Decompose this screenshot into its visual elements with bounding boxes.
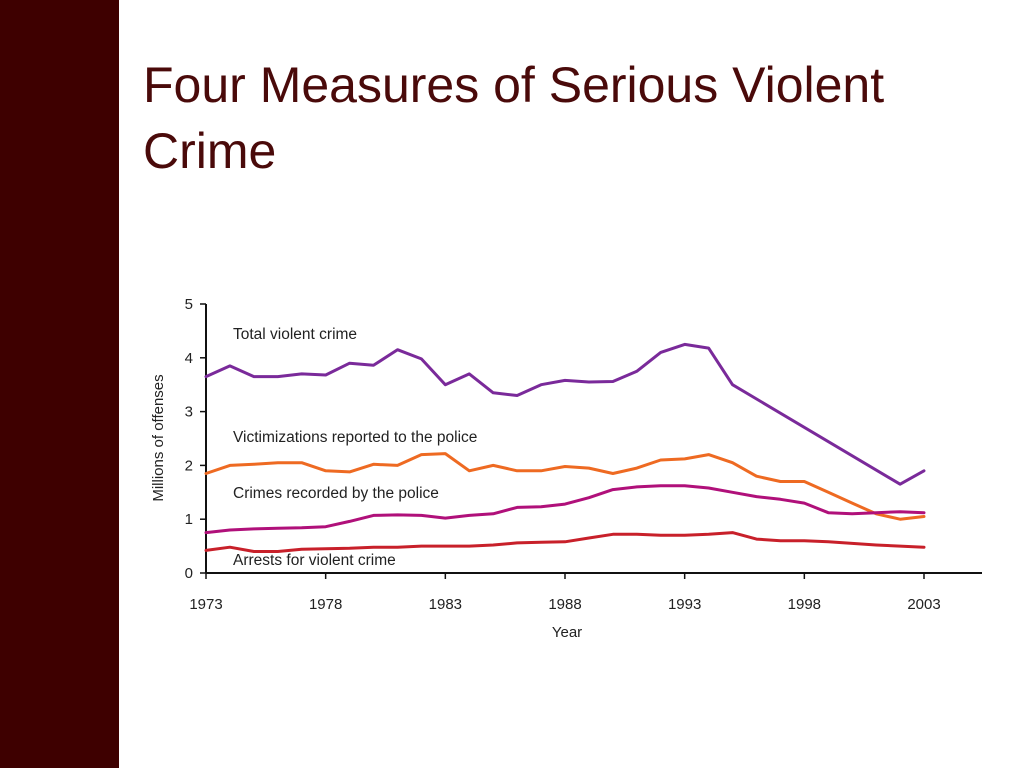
series-line-4	[204, 531, 926, 553]
y-axis-title: Millions of offenses	[150, 374, 167, 501]
sidebar-band	[0, 0, 119, 768]
series-label: Total violent crime	[233, 326, 357, 343]
chart-axes: 0 1 2 3 4 5 1973 1978 1983 1988 1993 1998 2003	[185, 296, 982, 613]
y-tick-label: 1	[185, 511, 193, 528]
chart-series	[204, 342, 926, 553]
x-tick-label: 1993	[668, 596, 701, 613]
x-tick-label: 1998	[788, 596, 821, 613]
series-line-2	[204, 452, 926, 521]
series-line-3	[204, 484, 926, 535]
x-tick-label: 1988	[548, 596, 581, 613]
x-axis-title: Year	[552, 624, 582, 641]
x-tick-label: 1978	[309, 596, 342, 613]
series-label: Crimes recorded by the police	[233, 485, 439, 502]
y-tick-label: 0	[185, 565, 193, 582]
x-tick-label: 1983	[429, 596, 462, 613]
y-tick-label: 4	[185, 350, 193, 367]
y-tick-label: 3	[185, 404, 193, 421]
x-tick-label: 1973	[189, 596, 222, 613]
series-label: Arrests for violent crime	[233, 552, 396, 569]
series-label: Victimizations reported to the police	[233, 429, 477, 446]
series-line-1	[204, 342, 926, 486]
chart-series-labels: Total violent crime Victimizations report…	[233, 326, 477, 569]
x-tick-label: 2003	[907, 596, 940, 613]
slide-title: Four Measures of Serious Violent Crime	[143, 57, 885, 179]
y-tick-label: 5	[185, 296, 193, 313]
y-tick-label: 2	[185, 457, 193, 474]
